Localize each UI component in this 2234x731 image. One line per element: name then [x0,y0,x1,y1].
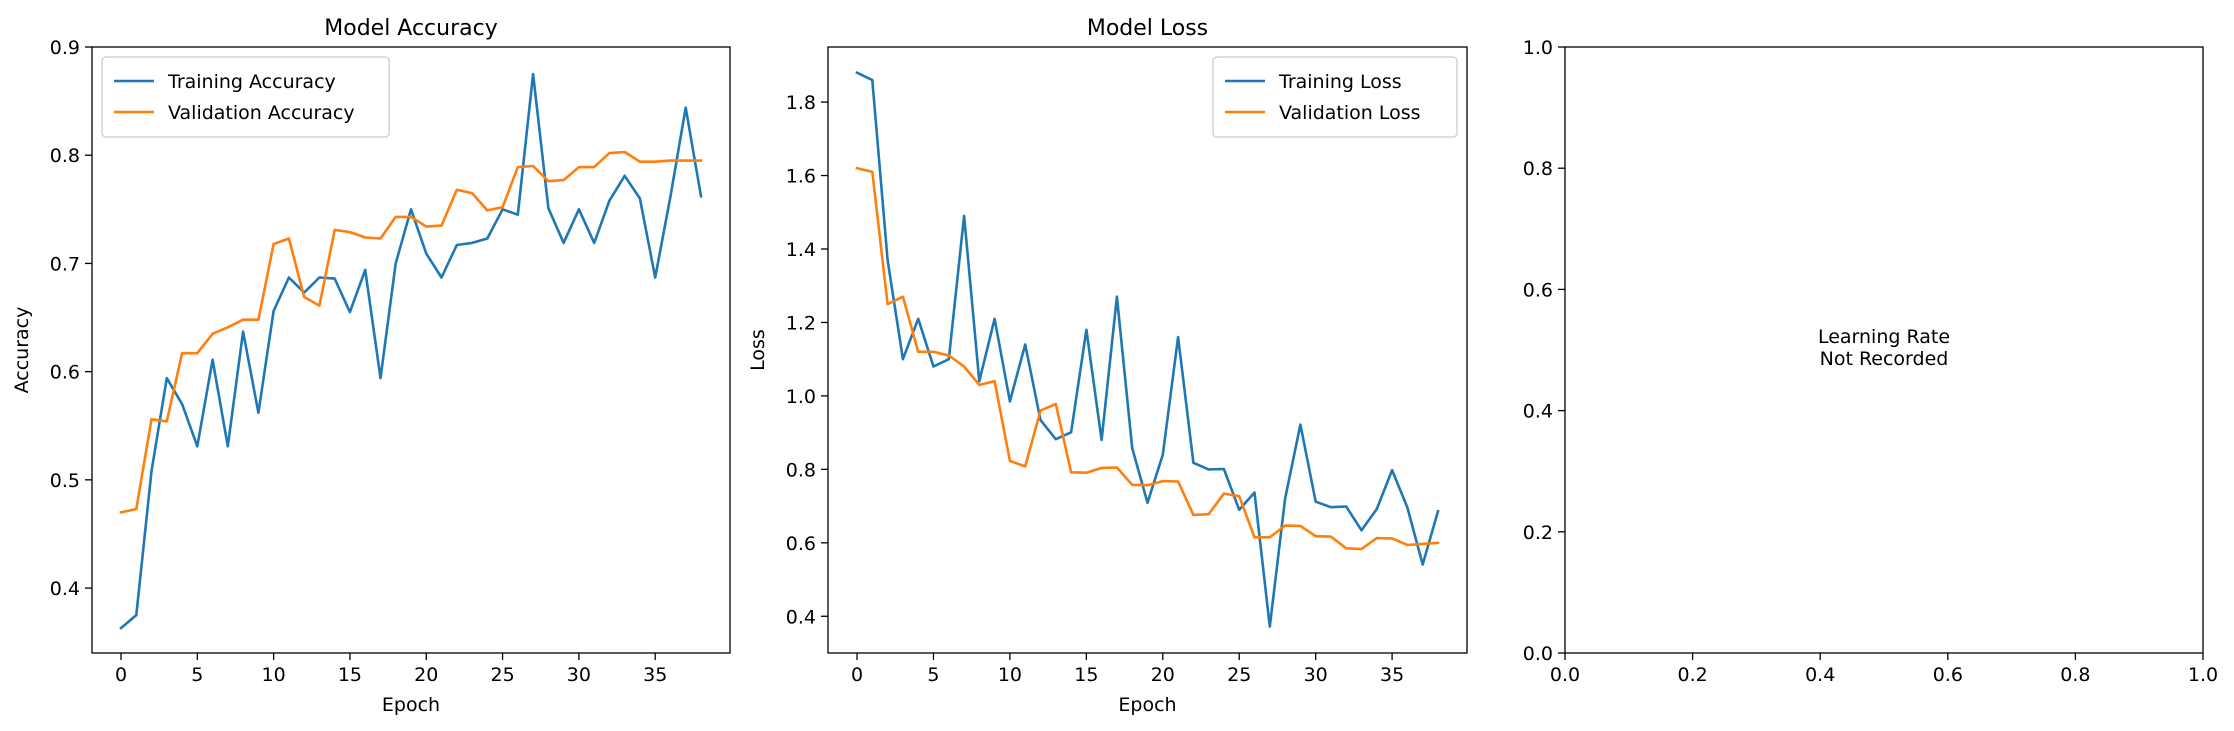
x-tick-label: 25 [490,664,514,686]
x-axis-label: Epoch [1118,694,1176,716]
learning-rate-chart: 0.0 0.2 0.4 0.6 0.8 1.0 0.0 0.2 0.4 0.6 0.8 1.0 Lear… [1523,37,2218,686]
series-line-validation-accuracy [119,150,703,514]
x-tick-label: 0.4 [1805,664,1835,686]
y-tick-label: 0.4 [1523,401,1553,423]
series-line-validation-loss [855,166,1440,551]
x-tick-label: 15 [1074,664,1098,686]
legend-label: Validation Accuracy [168,102,355,124]
x-tick-label: 1.0 [2188,664,2218,686]
x-tick-label: 20 [414,664,438,686]
chart-title: Model Accuracy [324,16,498,41]
accuracy-chart: 0 5 10 15 20 25 30 35 0.4 0.5 0.6 0.7 0.8 0.9 Model Ac… [11,16,731,716]
y-tick-label: 1.8 [786,92,816,114]
axes-frame [827,46,1468,654]
x-tick-label: 5 [927,664,939,686]
y-tick-label: 0.0 [1523,643,1553,665]
y-tick-label: 0.8 [1523,158,1553,180]
y-axis-label: Loss [747,329,769,371]
y-axis-label: Accuracy [11,307,33,394]
legend: Training Loss Validation Loss [1212,56,1458,138]
x-tick-label: 15 [338,664,362,686]
annotation-line: Learning Rate [1818,326,1950,348]
axes-frame [91,46,731,654]
axes-frame [1564,46,2204,654]
legend-label: Training Accuracy [167,71,336,93]
y-tick-label: 0.5 [50,470,80,492]
x-tick-label: 5 [191,664,203,686]
legend-label: Validation Loss [1279,102,1421,124]
y-tick-label: 0.8 [786,459,816,481]
y-tick-label: 1.0 [786,386,816,408]
y-tick-label: 0.6 [1523,279,1553,301]
legend-label: Training Loss [1278,71,1402,93]
x-tick-label: 35 [1380,664,1404,686]
x-tick-label: 30 [1304,664,1328,686]
x-tick-label: 0 [115,664,127,686]
x-axis-label: Epoch [382,694,440,716]
chart-title: Model Loss [1087,16,1208,41]
x-tick-label: 25 [1227,664,1251,686]
y-tick-label: 0.6 [786,533,816,555]
y-tick-label: 0.8 [50,145,80,167]
y-tick-label: 1.4 [786,239,816,261]
series-line-training-loss [855,70,1440,628]
x-tick-label: 0.2 [1677,664,1707,686]
y-tick-label: 0.7 [50,253,80,275]
legend-box [1212,56,1458,138]
x-tick-label: 10 [262,664,286,686]
y-tick-label: 0.4 [786,606,816,628]
x-tick-label: 10 [998,664,1022,686]
loss-chart: 0 5 10 15 20 25 30 35 0.4 0.6 0.8 1.0 1.2 1.4 1.6 1.8 Mo… [747,16,1468,716]
x-tick-label: 30 [567,664,591,686]
y-tick-label: 1.0 [1523,37,1553,59]
legend-box [101,56,390,138]
x-tick-label: 0 [851,664,863,686]
y-tick-label: 1.6 [786,166,816,188]
y-tick-label: 0.9 [50,37,80,59]
x-tick-label: 35 [643,664,667,686]
x-tick-label: 20 [1151,664,1175,686]
legend: Training Accuracy Validation Accuracy [101,56,390,138]
y-tick-label: 0.2 [1523,522,1553,544]
x-tick-label: 0.8 [2060,664,2090,686]
x-tick-label: 0.0 [1550,664,1580,686]
series-line-training-accuracy [119,72,703,630]
x-tick-label: 0.6 [1933,664,1963,686]
annotation-line: Not Recorded [1820,348,1949,370]
y-tick-label: 0.4 [50,578,80,600]
y-tick-label: 0.6 [50,362,80,384]
y-tick-label: 1.2 [786,312,816,334]
